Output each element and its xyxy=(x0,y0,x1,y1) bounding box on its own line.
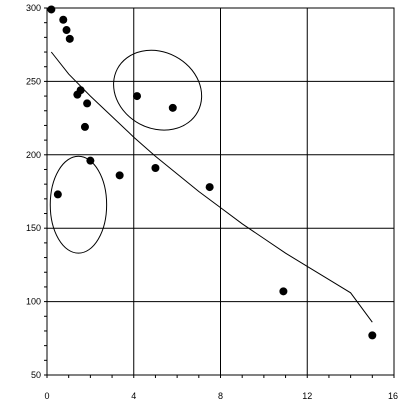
data-point xyxy=(76,86,85,95)
y-tick-label: 150 xyxy=(26,223,41,233)
x-tick-label: 8 xyxy=(218,391,223,401)
data-points xyxy=(47,5,377,340)
data-point xyxy=(115,171,124,180)
axes xyxy=(44,7,395,378)
highlight-ellipse xyxy=(49,155,108,254)
tick-labels: 50 100 150 200 250 300 0 4 8 12 16 xyxy=(26,3,398,401)
y-tick-label: 200 xyxy=(26,150,41,160)
data-point xyxy=(47,5,56,14)
x-tick-label: 0 xyxy=(44,391,49,401)
data-point xyxy=(368,331,377,340)
highlight-ellipse xyxy=(113,49,203,131)
highlight-ellipses xyxy=(49,49,203,254)
data-point xyxy=(205,183,214,192)
y-tick-label: 50 xyxy=(31,370,41,380)
data-point xyxy=(65,34,74,43)
data-point xyxy=(151,164,160,173)
data-point xyxy=(83,99,92,108)
x-tick-label: 12 xyxy=(302,391,312,401)
data-point xyxy=(168,103,177,112)
data-point xyxy=(53,190,62,199)
data-point xyxy=(59,15,68,24)
y-tick-label: 100 xyxy=(26,297,41,307)
x-tick-label: 4 xyxy=(131,391,136,401)
data-point xyxy=(80,122,89,131)
data-point xyxy=(279,287,288,296)
x-tick-label: 16 xyxy=(388,391,398,401)
trend-curve-layer xyxy=(50,51,373,323)
grid xyxy=(46,7,395,376)
data-point xyxy=(86,156,95,165)
y-tick-label: 250 xyxy=(26,76,41,86)
y-tick-label: 300 xyxy=(26,3,41,13)
trend-curve xyxy=(50,51,373,323)
data-point xyxy=(62,26,71,35)
data-point xyxy=(133,92,142,101)
